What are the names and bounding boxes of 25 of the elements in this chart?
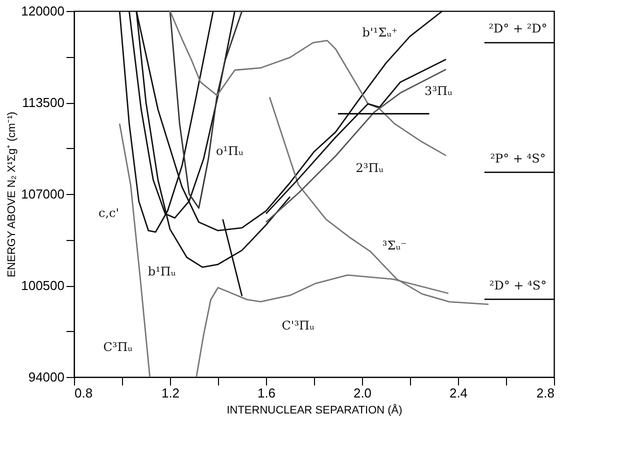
y-axis-title: ENERGY ABOVE N₂ X¹Σg⁺ (cm⁻¹) bbox=[6, 112, 18, 278]
annotation: C'³Πᵤ bbox=[282, 318, 314, 332]
x-tick-label: 1.2 bbox=[161, 386, 180, 400]
x-axis-title: INTERNUCLEAR SEPARATION (Å) bbox=[226, 404, 402, 416]
y-tick-label: 120000 bbox=[21, 4, 64, 18]
annotation: c,c' bbox=[98, 206, 120, 220]
annotation: C³Πᵤ bbox=[103, 340, 133, 354]
annotation: 2³Πᵤ bbox=[356, 160, 384, 175]
y-tick-label: 94000 bbox=[28, 370, 64, 384]
annotation: ²D° + ²D° bbox=[488, 22, 548, 36]
x-tick-label: 1.6 bbox=[257, 386, 276, 400]
x-tick-label: 2.0 bbox=[353, 386, 372, 400]
annotation: ²D° + ⁴S° bbox=[489, 278, 547, 292]
annotation: b¹Πᵤ bbox=[148, 264, 176, 278]
x-tick-label: 2.4 bbox=[449, 386, 468, 400]
x-tick-label: 0.8 bbox=[74, 386, 93, 400]
y-tick-label: 113500 bbox=[22, 95, 64, 110]
annotation: 3³Πᵤ bbox=[424, 84, 452, 98]
x-tick-label: 2.8 bbox=[536, 386, 554, 400]
annotation: ²P° + ⁴S° bbox=[490, 151, 546, 166]
annotation: o¹Πᵤ bbox=[216, 144, 244, 158]
y-tick-label: 107000 bbox=[21, 186, 64, 202]
annotation: b'¹Σᵤ⁺ bbox=[362, 25, 398, 40]
annotation: ³Σᵤ⁻ bbox=[382, 238, 407, 253]
y-tick-label: 100500 bbox=[21, 278, 64, 293]
